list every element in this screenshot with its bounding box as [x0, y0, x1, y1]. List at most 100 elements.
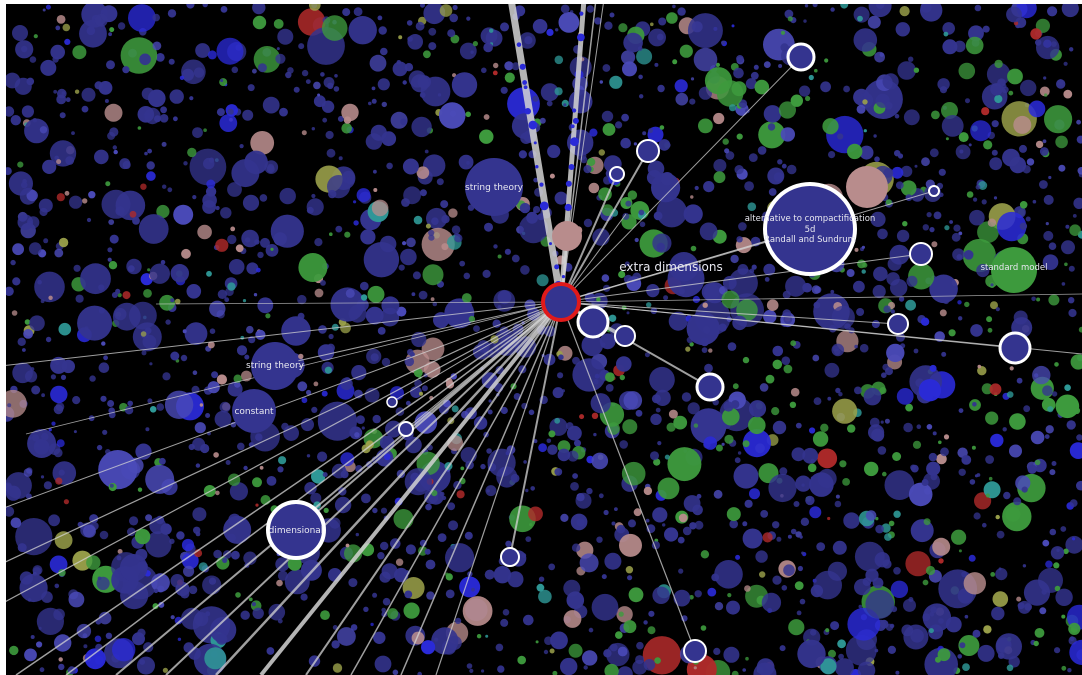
graph-node — [405, 436, 422, 454]
graph-node — [77, 305, 113, 341]
graph-node — [731, 24, 735, 28]
graph-node — [694, 185, 699, 191]
graph-node — [724, 434, 734, 444]
graph-edge — [560, 301, 1082, 355]
graph-node — [870, 211, 886, 227]
graph-node — [636, 641, 644, 650]
node-highlight[interactable] — [609, 166, 625, 182]
graph-node — [598, 493, 604, 499]
node-highlight[interactable] — [998, 331, 1032, 365]
graph-node — [837, 639, 846, 649]
graph-node — [865, 568, 879, 582]
graph-node — [325, 130, 334, 140]
background-node-field — [6, 4, 1082, 675]
graph-node — [853, 28, 878, 52]
graph-node — [749, 488, 760, 500]
node-highlight[interactable] — [695, 372, 725, 402]
graph-node — [922, 613, 931, 621]
node-constant[interactable] — [232, 389, 276, 433]
graph-node — [1051, 461, 1057, 466]
focus-node-extra-dimensions[interactable] — [541, 282, 581, 322]
graph-node — [411, 331, 427, 348]
graph-node — [900, 165, 913, 178]
graph-node — [115, 288, 121, 294]
graph-node — [314, 288, 324, 298]
graph-node — [382, 597, 391, 606]
graph-node — [434, 637, 439, 642]
graph-node — [39, 126, 48, 134]
graph-node — [209, 300, 226, 317]
node-highlight[interactable] — [398, 421, 414, 437]
graph-node — [886, 343, 905, 363]
graph-node — [216, 108, 225, 117]
graph-node — [953, 40, 966, 53]
node-highlight[interactable] — [909, 242, 933, 266]
graph-node — [173, 204, 194, 225]
graph-node — [1016, 596, 1022, 602]
graph-node — [141, 350, 147, 356]
graph-node — [650, 451, 659, 461]
graph-node — [949, 220, 953, 224]
node-highlight[interactable] — [786, 42, 816, 72]
node-string-theory-top[interactable] — [465, 158, 523, 216]
graph-node — [344, 231, 351, 238]
graph-node — [789, 401, 797, 408]
graph-node — [53, 404, 64, 415]
graph-node — [958, 468, 966, 476]
graph-node — [550, 631, 568, 650]
node-highlight[interactable] — [683, 639, 707, 663]
graph-node — [117, 293, 122, 298]
graph-node — [374, 655, 392, 673]
graph-node — [615, 631, 623, 639]
graph-node — [488, 399, 492, 403]
graph-node — [231, 550, 240, 560]
graph-node — [557, 448, 571, 462]
graph-node — [45, 336, 52, 343]
node-highlight[interactable] — [636, 139, 660, 163]
graph-node — [430, 297, 435, 302]
graph-node — [627, 575, 633, 581]
graph-node — [84, 648, 106, 670]
graph-edge — [560, 56, 802, 303]
graph-edge — [560, 253, 922, 303]
graph-node — [75, 294, 84, 303]
node-highlight[interactable] — [500, 547, 520, 567]
graph-node — [571, 543, 581, 552]
node-highlight[interactable] — [614, 325, 636, 347]
node-string-theory-left[interactable] — [251, 342, 299, 390]
graph-node — [929, 612, 935, 617]
graph-canvas[interactable]: string theory string theory constant dim… — [6, 4, 1082, 675]
graph-node — [778, 101, 797, 119]
graph-node — [780, 30, 786, 35]
graph-node — [219, 78, 228, 87]
concept-graph[interactable]: string theory string theory constant dim… — [6, 4, 1082, 675]
graph-node — [356, 415, 365, 424]
graph-node — [202, 4, 208, 8]
graph-node — [699, 222, 718, 241]
node-highlight[interactable] — [928, 185, 940, 197]
graph-node — [428, 42, 437, 51]
node-highlight[interactable] — [576, 305, 610, 339]
node-pink-large[interactable] — [846, 166, 888, 208]
graph-node — [300, 593, 308, 601]
graph-node — [621, 113, 629, 122]
graph-node — [215, 205, 220, 211]
graph-node — [758, 121, 786, 149]
graph-node — [887, 645, 897, 655]
node-highlight[interactable] — [386, 396, 398, 408]
graph-node — [170, 351, 180, 361]
graph-node — [19, 573, 48, 603]
graph-node — [1063, 89, 1073, 99]
node-highlight[interactable] — [887, 313, 909, 335]
graph-node — [334, 496, 352, 514]
graph-node — [604, 21, 613, 30]
graph-node — [148, 89, 166, 108]
node-dimensional[interactable] — [266, 500, 326, 560]
graph-node — [379, 435, 395, 451]
graph-node — [273, 19, 284, 29]
graph-node — [835, 387, 841, 394]
node-alternative-to-compactification[interactable] — [763, 182, 857, 276]
graph-node — [969, 479, 976, 485]
node-pink-hub[interactable] — [552, 221, 582, 251]
node-standard-model[interactable] — [991, 247, 1037, 293]
